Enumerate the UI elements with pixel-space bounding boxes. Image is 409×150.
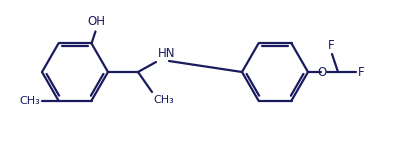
Text: O: O <box>317 66 327 78</box>
Text: OH: OH <box>88 15 106 28</box>
Text: F: F <box>328 39 334 52</box>
Text: CH₃: CH₃ <box>153 95 174 105</box>
Text: HN: HN <box>158 47 175 60</box>
Text: CH₃: CH₃ <box>20 96 40 106</box>
Text: F: F <box>358 66 365 78</box>
